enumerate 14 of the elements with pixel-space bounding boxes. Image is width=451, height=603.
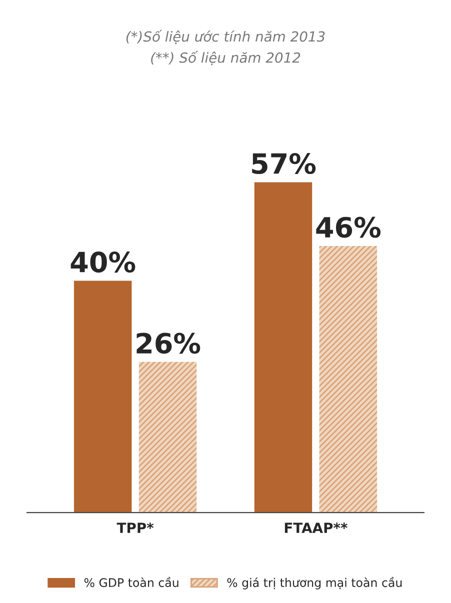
legend-label: % giá trị thương mại toàn cầu	[227, 576, 402, 590]
legend-label: % GDP toàn cầu	[84, 576, 178, 588]
text: (**) Số liệu năm 2012	[151, 50, 300, 66]
data-label: 40%	[70, 252, 136, 273]
bar	[138, 362, 197, 513]
bar	[254, 182, 312, 513]
data-label: 57%	[252, 153, 316, 174]
x-tick-label: TPP*	[116, 522, 154, 533]
bar	[74, 280, 132, 513]
x-tick-label: FTAAP**	[284, 522, 348, 533]
text: (*)Số liệu ước tính năm 2013	[126, 30, 325, 44]
data-label: 46%	[316, 216, 381, 238]
data-label: 26%	[136, 332, 200, 354]
bar	[319, 246, 378, 513]
